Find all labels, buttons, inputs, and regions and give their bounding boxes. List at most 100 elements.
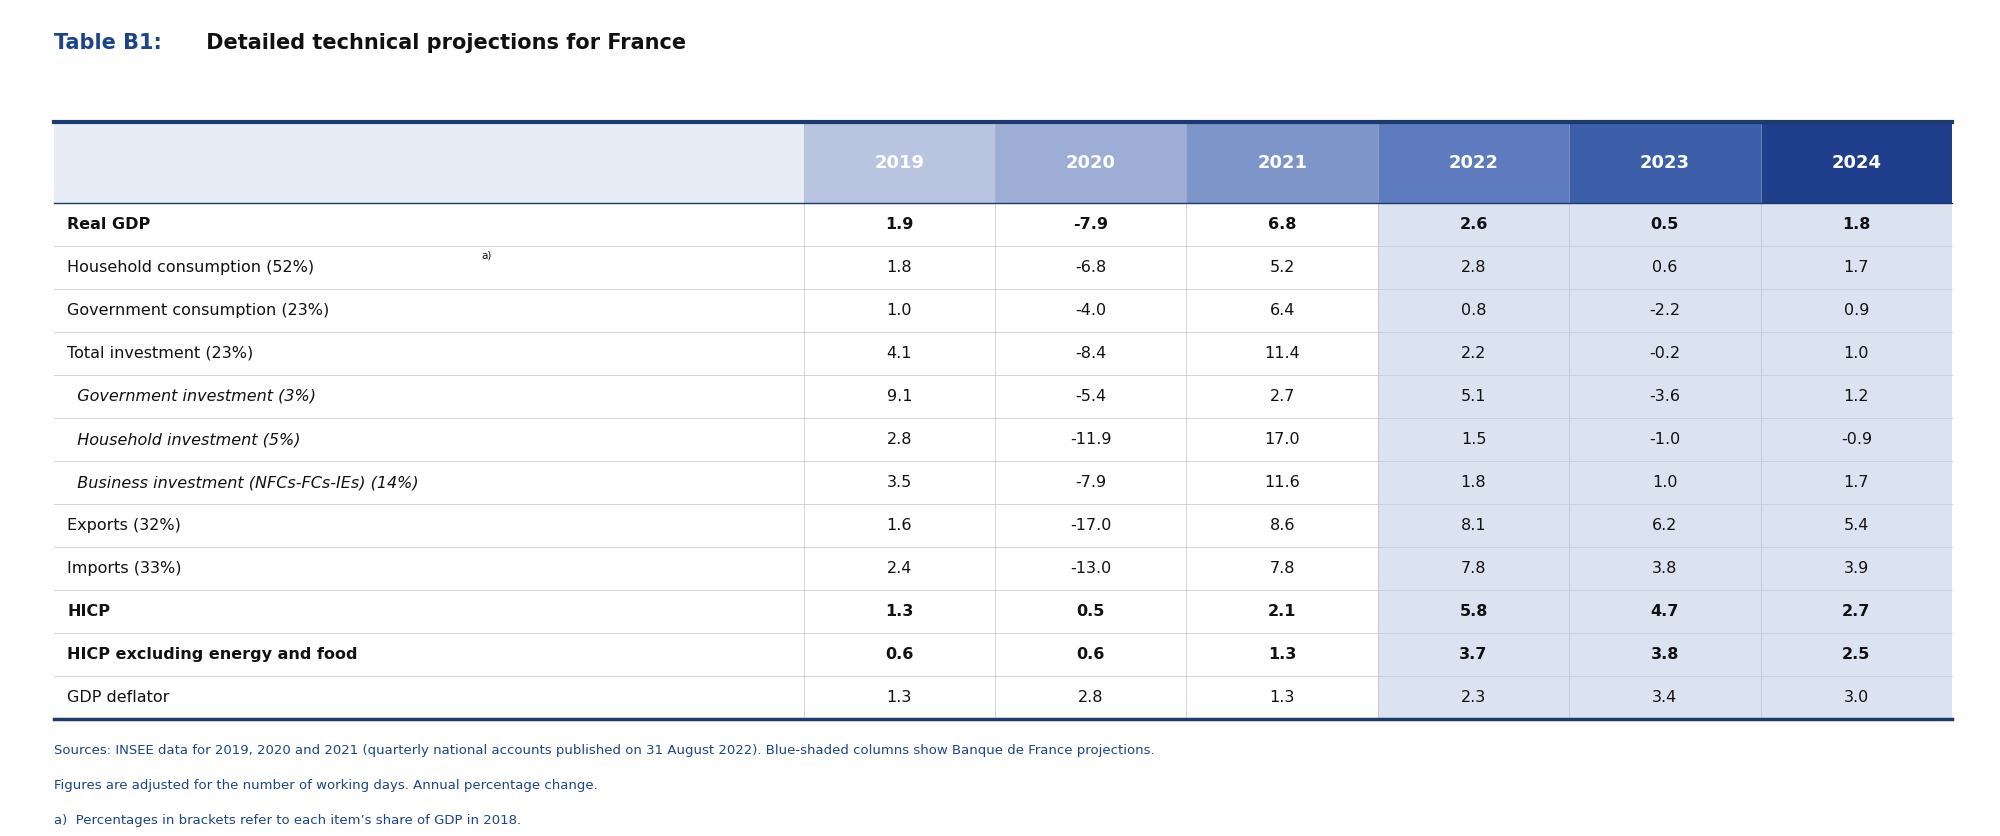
Text: 4.1: 4.1 [886,346,912,361]
Text: 3.9: 3.9 [1844,561,1868,576]
Text: 5.4: 5.4 [1844,518,1870,533]
Bar [54,418,804,461]
Bar [1378,125,1570,203]
Bar [1186,547,1378,590]
Bar [1186,504,1378,547]
Text: 2023: 2023 [1640,155,1690,172]
Bar [1570,676,1760,719]
Text: -17.0: -17.0 [1070,518,1112,533]
Text: 0.6: 0.6 [1076,647,1104,662]
Bar [996,676,1186,719]
Bar [804,332,996,375]
Text: Exports (32%): Exports (32%) [68,518,182,533]
Text: a)  Percentages in brackets refer to each item’s share of GDP in 2018.: a) Percentages in brackets refer to each… [54,813,522,827]
Bar [1760,289,1952,332]
Text: -3.6: -3.6 [1650,389,1680,404]
Bar [1378,418,1570,461]
Text: 2.4: 2.4 [886,561,912,576]
Bar [1760,332,1952,375]
Bar [1760,676,1952,719]
Text: 1.6: 1.6 [886,518,912,533]
Bar [1760,633,1952,676]
Bar [996,246,1186,289]
Text: 2.5: 2.5 [1842,647,1870,662]
Bar [54,125,804,203]
Bar [996,590,1186,633]
Text: Imports (33%): Imports (33%) [68,561,182,576]
Bar [54,504,804,547]
Bar [996,125,1186,203]
Bar [996,418,1186,461]
Bar [804,633,996,676]
Text: 0.9: 0.9 [1844,303,1870,318]
Text: 11.6: 11.6 [1264,475,1300,490]
Bar [804,289,996,332]
Bar [804,246,996,289]
Bar [1186,125,1378,203]
Text: 5.8: 5.8 [1460,604,1488,619]
Text: 6.4: 6.4 [1270,303,1294,318]
Bar [804,418,996,461]
Bar [1378,203,1570,246]
Bar [54,590,804,633]
Text: 1.3: 1.3 [886,691,912,706]
Text: -6.8: -6.8 [1076,260,1106,275]
Bar [1570,289,1760,332]
Bar [1378,375,1570,418]
Bar [1186,418,1378,461]
Bar [1186,676,1378,719]
Bar [1378,590,1570,633]
Bar [1760,203,1952,246]
Text: 1.8: 1.8 [1842,217,1870,232]
Text: 6.8: 6.8 [1268,217,1296,232]
Bar [1570,504,1760,547]
Text: -2.2: -2.2 [1650,303,1680,318]
Bar [996,461,1186,504]
Text: Government consumption (23%): Government consumption (23%) [68,303,330,318]
Bar [1570,418,1760,461]
Bar [1378,289,1570,332]
Text: Sources: INSEE data for 2019, 2020 and 2021 (quarterly national accounts publish: Sources: INSEE data for 2019, 2020 and 2… [54,744,1154,757]
Text: 5.1: 5.1 [1460,389,1486,404]
Text: Total investment (23%): Total investment (23%) [68,346,254,361]
Bar [54,375,804,418]
Text: 17.0: 17.0 [1264,432,1300,447]
Text: 1.3: 1.3 [1270,691,1294,706]
Text: 11.4: 11.4 [1264,346,1300,361]
Text: Household consumption (52%): Household consumption (52%) [68,260,314,275]
Bar [1186,289,1378,332]
Text: 2019: 2019 [874,155,924,172]
Text: 1.0: 1.0 [1652,475,1678,490]
Text: -4.0: -4.0 [1076,303,1106,318]
Bar [1760,375,1952,418]
Text: 7.8: 7.8 [1270,561,1294,576]
Bar [804,504,996,547]
Text: 1.0: 1.0 [1844,346,1870,361]
Bar [54,547,804,590]
Text: 3.7: 3.7 [1460,647,1488,662]
Text: 3.5: 3.5 [886,475,912,490]
Bar [1760,418,1952,461]
Bar [54,246,804,289]
Text: 1.3: 1.3 [1268,647,1296,662]
Bar [1378,633,1570,676]
Bar [54,633,804,676]
Text: 2.1: 2.1 [1268,604,1296,619]
Text: HICP: HICP [68,604,110,619]
Text: Detailed technical projections for France: Detailed technical projections for Franc… [200,33,686,54]
Bar [996,633,1186,676]
Bar [1186,590,1378,633]
Bar [1570,125,1760,203]
Text: 2.8: 2.8 [886,432,912,447]
Bar [996,547,1186,590]
Text: 9.1: 9.1 [886,389,912,404]
Bar [804,547,996,590]
Bar [996,504,1186,547]
Text: Household investment (5%): Household investment (5%) [68,432,300,447]
Bar [804,676,996,719]
Text: -0.9: -0.9 [1840,432,1872,447]
Text: 1.2: 1.2 [1844,389,1870,404]
Bar [1186,375,1378,418]
Bar [1760,504,1952,547]
Bar [996,332,1186,375]
